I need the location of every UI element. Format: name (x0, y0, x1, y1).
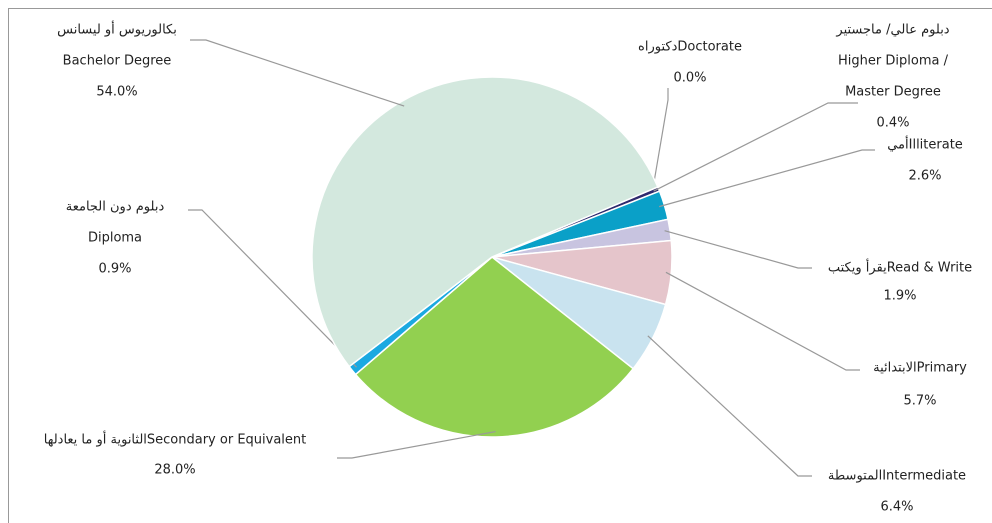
slice-label: Higher Diploma / (838, 54, 949, 69)
leader-line (647, 335, 812, 477)
slice-label: أميIlliterate (887, 136, 963, 153)
slice-label: Bachelor Degree (63, 54, 172, 69)
chart-frame (8, 8, 992, 523)
pie-slice (354, 256, 635, 438)
slice-label: Diploma (88, 231, 142, 246)
value-label: 0.9% (98, 262, 131, 277)
slice-label: بكالوريوس أو ليسانس (57, 21, 177, 38)
value-label: 0.4% (876, 116, 909, 131)
leader-line (652, 88, 669, 190)
value-label: 2.6% (908, 169, 941, 184)
slice-label: دبلوم عالي/ ماجستير (835, 23, 949, 38)
value-label: 28.0% (154, 463, 195, 478)
slice-label: الثانوية أو ما يعادلهاSecondary or Equiv… (44, 431, 307, 448)
slice-label: دبلوم دون الجامعة (66, 200, 165, 215)
value-label: 54.0% (96, 85, 137, 100)
value-label: 1.9% (883, 289, 916, 304)
leader-line (664, 230, 812, 269)
leader-line (659, 149, 875, 208)
leader-line (337, 430, 496, 459)
leader-line (665, 271, 860, 371)
slice-label: Master Degree (845, 85, 941, 100)
slice-label: يقرأ ويكتبRead & Write (828, 259, 972, 276)
pie-slice (311, 76, 659, 368)
slice-label: الابتدائيةPrimary (873, 361, 967, 376)
leader-line (188, 209, 357, 368)
value-label: 6.4% (880, 500, 913, 515)
leader-line (190, 39, 405, 107)
value-label: 0.0% (673, 71, 706, 86)
value-label: 5.7% (903, 394, 936, 409)
slice-label: المتوسطةIntermediate (828, 469, 966, 484)
leader-line (653, 102, 858, 192)
slice-label: دكتوراهDoctorate (638, 40, 742, 55)
